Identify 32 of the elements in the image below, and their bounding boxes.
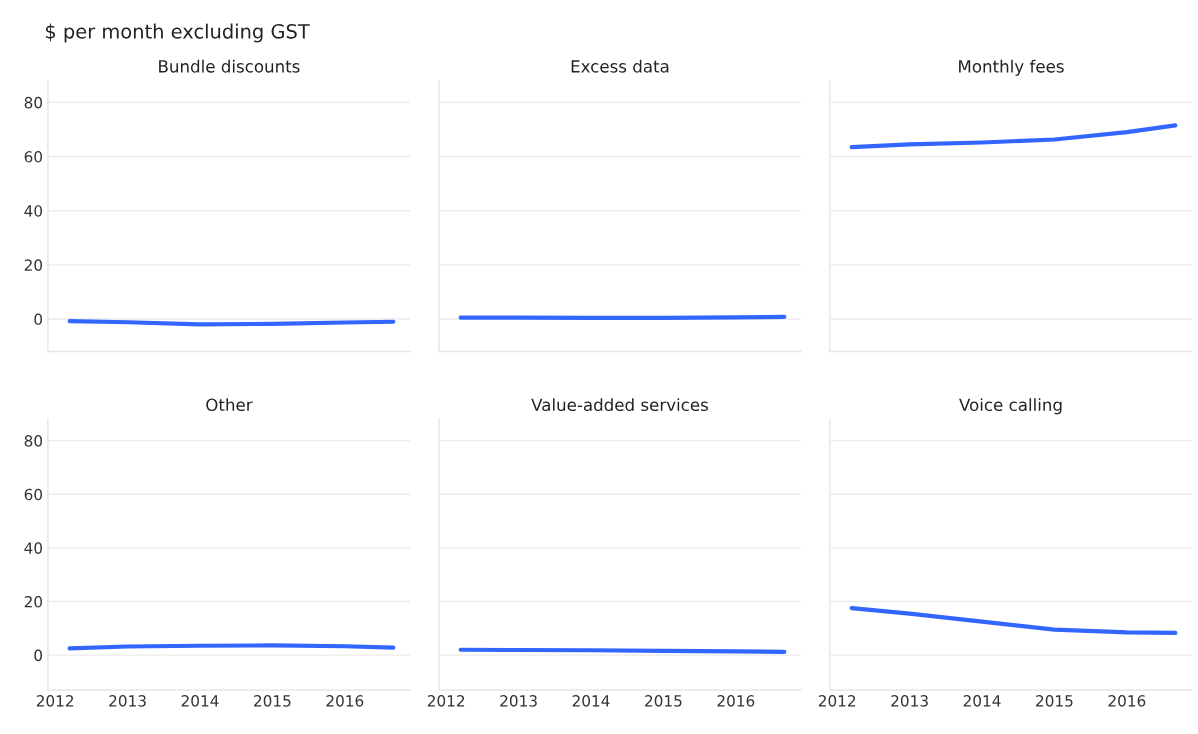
x-tick-label: 2013 bbox=[500, 695, 537, 707]
y-tick-label: 0 bbox=[34, 313, 43, 326]
x-tick-label: 2012 bbox=[427, 695, 465, 707]
x-tick-label: 2013 bbox=[891, 695, 928, 707]
y-tick-label: 40 bbox=[24, 542, 43, 554]
y-axis-title: $ per month excluding GST bbox=[45, 23, 310, 43]
x-tick-label: 2016 bbox=[1108, 695, 1146, 707]
x-tick-label: 2016 bbox=[326, 695, 364, 707]
x-tick-label: 2015 bbox=[645, 695, 682, 707]
x-tick-label: 2014 bbox=[181, 695, 219, 707]
chart-title: Bundle discounts bbox=[159, 59, 300, 73]
chart-title: Excess data bbox=[571, 59, 669, 73]
x-tick-label: 2015 bbox=[1036, 695, 1073, 707]
chart-title: Voice calling bbox=[959, 398, 1062, 415]
y-tick-label: 60 bbox=[24, 151, 43, 163]
x-tick-label: 2013 bbox=[109, 695, 146, 707]
y-tick-label: 40 bbox=[24, 205, 43, 217]
x-tick-label: 2016 bbox=[717, 695, 755, 707]
y-tick-label: 60 bbox=[24, 488, 43, 501]
y-tick-label: 20 bbox=[24, 259, 43, 271]
y-tick-label: 20 bbox=[24, 595, 43, 608]
x-tick-label: 2015 bbox=[254, 695, 291, 707]
chart-title: Other bbox=[206, 398, 253, 412]
x-tick-label: 2014 bbox=[572, 695, 610, 707]
y-tick-label: 80 bbox=[24, 96, 43, 109]
x-tick-label: 2012 bbox=[36, 695, 74, 707]
chart-title: Value-added services bbox=[531, 398, 708, 412]
y-tick-label: 80 bbox=[24, 435, 43, 447]
x-tick-label: 2014 bbox=[963, 695, 1001, 707]
chart-title: Monthly fees bbox=[959, 59, 1064, 76]
x-tick-label: 2012 bbox=[818, 695, 856, 707]
y-tick-label: 0 bbox=[34, 649, 43, 662]
